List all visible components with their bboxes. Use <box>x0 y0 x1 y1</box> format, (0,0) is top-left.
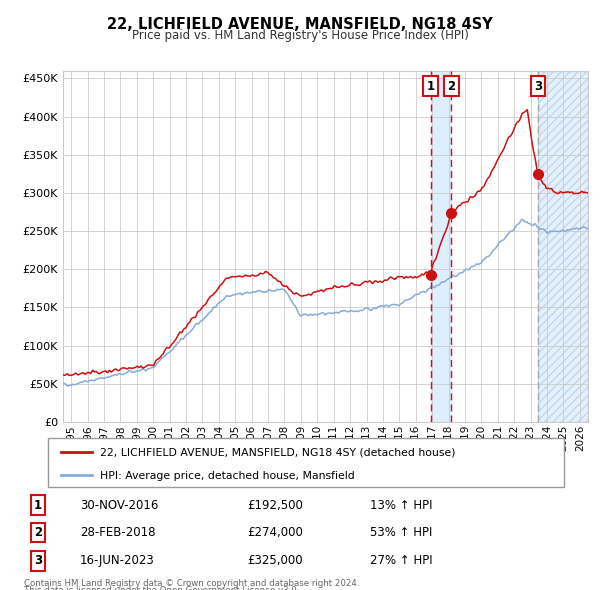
Text: 2: 2 <box>34 526 42 539</box>
Text: 22, LICHFIELD AVENUE, MANSFIELD, NG18 4SY: 22, LICHFIELD AVENUE, MANSFIELD, NG18 4S… <box>107 17 493 31</box>
Text: 1: 1 <box>34 499 42 512</box>
Text: 16-JUN-2023: 16-JUN-2023 <box>80 554 155 567</box>
Bar <box>538 71 588 422</box>
Text: This data is licensed under the Open Government Licence v3.0.: This data is licensed under the Open Gov… <box>24 586 299 590</box>
Text: 3: 3 <box>534 80 542 93</box>
Text: 13% ↑ HPI: 13% ↑ HPI <box>370 499 433 512</box>
Text: £274,000: £274,000 <box>247 526 303 539</box>
Text: 1: 1 <box>427 80 435 93</box>
Text: 3: 3 <box>34 554 42 567</box>
Text: 22, LICHFIELD AVENUE, MANSFIELD, NG18 4SY (detached house): 22, LICHFIELD AVENUE, MANSFIELD, NG18 4S… <box>100 448 455 458</box>
Text: 2: 2 <box>447 80 455 93</box>
Text: 27% ↑ HPI: 27% ↑ HPI <box>370 554 433 567</box>
Text: HPI: Average price, detached house, Mansfield: HPI: Average price, detached house, Mans… <box>100 471 355 481</box>
Text: £192,500: £192,500 <box>247 499 303 512</box>
FancyBboxPatch shape <box>48 438 564 487</box>
Text: 28-FEB-2018: 28-FEB-2018 <box>80 526 155 539</box>
Text: £325,000: £325,000 <box>247 554 303 567</box>
Text: Price paid vs. HM Land Registry's House Price Index (HPI): Price paid vs. HM Land Registry's House … <box>131 30 469 42</box>
Text: 30-NOV-2016: 30-NOV-2016 <box>80 499 158 512</box>
Text: 53% ↑ HPI: 53% ↑ HPI <box>370 526 433 539</box>
Bar <box>431 71 451 422</box>
Text: Contains HM Land Registry data © Crown copyright and database right 2024.: Contains HM Land Registry data © Crown c… <box>24 579 359 588</box>
Bar <box>538 71 588 422</box>
